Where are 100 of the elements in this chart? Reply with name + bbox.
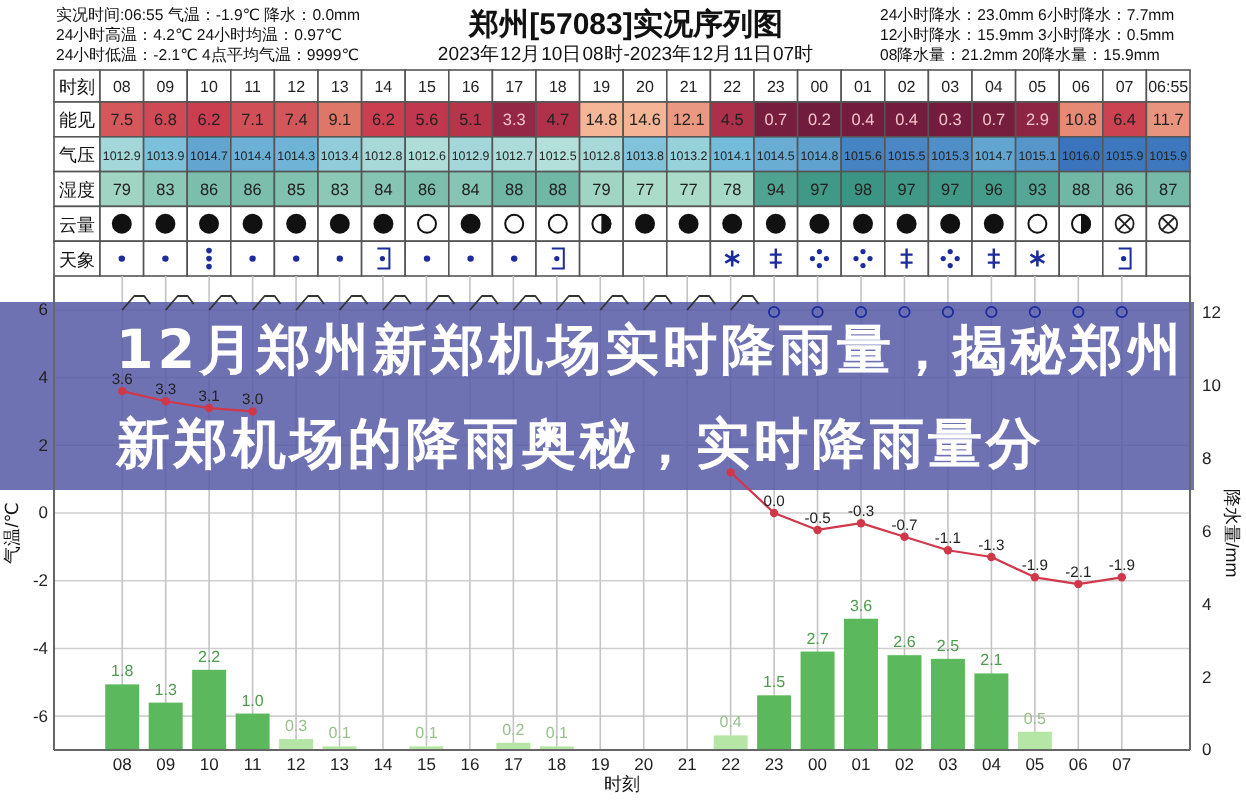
- x-tick-label: 23: [766, 78, 786, 96]
- point: [900, 532, 909, 541]
- data-label: 2.7: [806, 629, 830, 648]
- x-tick-label: 07: [1115, 78, 1135, 96]
- data-label: 78: [723, 181, 743, 199]
- chart-subtitle: 2023年12月10日08时-2023年12月11日07时: [437, 42, 815, 66]
- bar: [887, 655, 922, 750]
- x-tick-label: 10: [200, 78, 219, 96]
- data-label: 98: [853, 181, 873, 199]
- data-label: 2.6: [893, 633, 917, 652]
- data-label: 96: [984, 181, 1004, 199]
- x-tick-label: 00: [808, 754, 828, 775]
- data-label: 83: [330, 181, 350, 199]
- x-tick-label: 01: [851, 754, 872, 775]
- x-tick-label: 08: [112, 754, 133, 775]
- y-tick-label: -6: [32, 705, 49, 726]
- x-tick-label: 19: [590, 754, 611, 775]
- data-label: 79: [592, 181, 612, 199]
- x-tick-label: 09: [156, 754, 176, 775]
- y-tick-label: 湿度: [59, 180, 95, 200]
- x-tick-label: 14: [374, 78, 394, 96]
- data-label: 14.6: [629, 111, 662, 130]
- y-tick-label: 2: [38, 434, 49, 455]
- bar: [148, 702, 183, 750]
- data-label: 1.8: [111, 662, 135, 681]
- point: [1074, 579, 1083, 589]
- x-tick-label: 08: [112, 78, 132, 96]
- data-label: 0.1: [545, 724, 570, 743]
- data-label: 0.4: [851, 111, 876, 130]
- x-tick-label: 15: [416, 754, 437, 775]
- x-tick-label: 05: [1025, 754, 1045, 775]
- x-axis-title: 时刻: [604, 774, 640, 794]
- data-label: 4.7: [546, 111, 571, 130]
- y2-tick-label: 8: [1202, 447, 1212, 468]
- point: [943, 546, 953, 555]
- y-tick-label: 4: [38, 367, 49, 388]
- data-label: 4.5: [720, 111, 745, 130]
- data-label: 88: [505, 181, 525, 199]
- y-axis-title: 气温/℃: [2, 502, 22, 564]
- x-tick-label: 17: [503, 754, 524, 775]
- data-label: 86: [417, 181, 437, 199]
- x-tick-label: 17: [505, 78, 525, 96]
- bar: [279, 739, 314, 750]
- data-label: 0.4: [719, 713, 743, 732]
- data-label: 0.5: [1023, 709, 1048, 728]
- x-axis-title: 时刻: [59, 77, 95, 97]
- y2-tick-label: 6: [1202, 520, 1212, 541]
- point: [856, 518, 866, 528]
- data-label: 0.2: [808, 111, 832, 130]
- bar: [235, 713, 270, 750]
- data-label: 6.8: [154, 111, 178, 130]
- x-tick-label: 22: [723, 78, 743, 96]
- point: [1117, 573, 1126, 582]
- data-label: 7.5: [110, 111, 135, 130]
- x-tick-label: 01: [854, 78, 873, 96]
- y-tick-label: 6: [38, 299, 49, 320]
- x-tick-label: 16: [460, 754, 480, 775]
- x-tick-label: 07: [1112, 754, 1132, 775]
- x-tick-label: 13: [330, 754, 350, 775]
- data-label: 0.2: [502, 720, 526, 739]
- x-tick-label: 10: [199, 754, 220, 775]
- data-label: 86: [1115, 181, 1135, 199]
- x-tick-label: 18: [547, 754, 567, 775]
- data-label: 9.1: [328, 111, 353, 130]
- data-label: 85: [287, 181, 307, 199]
- x-tick-label: 20: [636, 78, 655, 96]
- bar: [1017, 731, 1052, 750]
- x-tick-label: 19: [592, 78, 612, 96]
- point: [118, 386, 127, 396]
- y-tick-label: 气压: [59, 145, 95, 166]
- x-tick-label: 11: [243, 754, 262, 775]
- data-label: 3.6: [849, 596, 874, 615]
- data-label: 1.0: [241, 691, 265, 710]
- data-label: 87: [1159, 181, 1179, 199]
- data-label: 6.4: [1113, 111, 1137, 130]
- point: [987, 552, 996, 562]
- data-label: 11.7: [1152, 111, 1185, 130]
- x-tick-label: 09: [156, 78, 176, 96]
- data-label: 2.1: [980, 651, 1004, 670]
- data-label: 97: [941, 181, 961, 199]
- data-label: 97: [897, 181, 917, 199]
- x-tick-label: 12: [287, 78, 307, 96]
- chart-title: 郑州[57083]实况序列图: [467, 6, 783, 42]
- y-tick-label: -4: [32, 637, 49, 658]
- data-label: 84: [461, 181, 481, 199]
- data-label: 88: [548, 181, 568, 199]
- data-label: 2.2: [198, 647, 222, 666]
- bar: [930, 658, 965, 750]
- y-tick-label: -2: [32, 570, 49, 591]
- y2-tick-label: 0: [1202, 739, 1212, 760]
- x-tick-label: 06: [1072, 78, 1091, 96]
- data-label: 93: [1028, 181, 1048, 199]
- y2-tick-label: 10: [1202, 374, 1222, 395]
- y2-tick-label: 4: [1202, 593, 1212, 614]
- data-label: 7.4: [284, 111, 309, 130]
- data-label: 0.7: [764, 111, 789, 130]
- x-tick-label: 16: [461, 78, 481, 96]
- x-tick-label: 18: [548, 78, 568, 96]
- data-label: 94: [766, 181, 786, 199]
- x-tick-label: 04: [981, 754, 1002, 775]
